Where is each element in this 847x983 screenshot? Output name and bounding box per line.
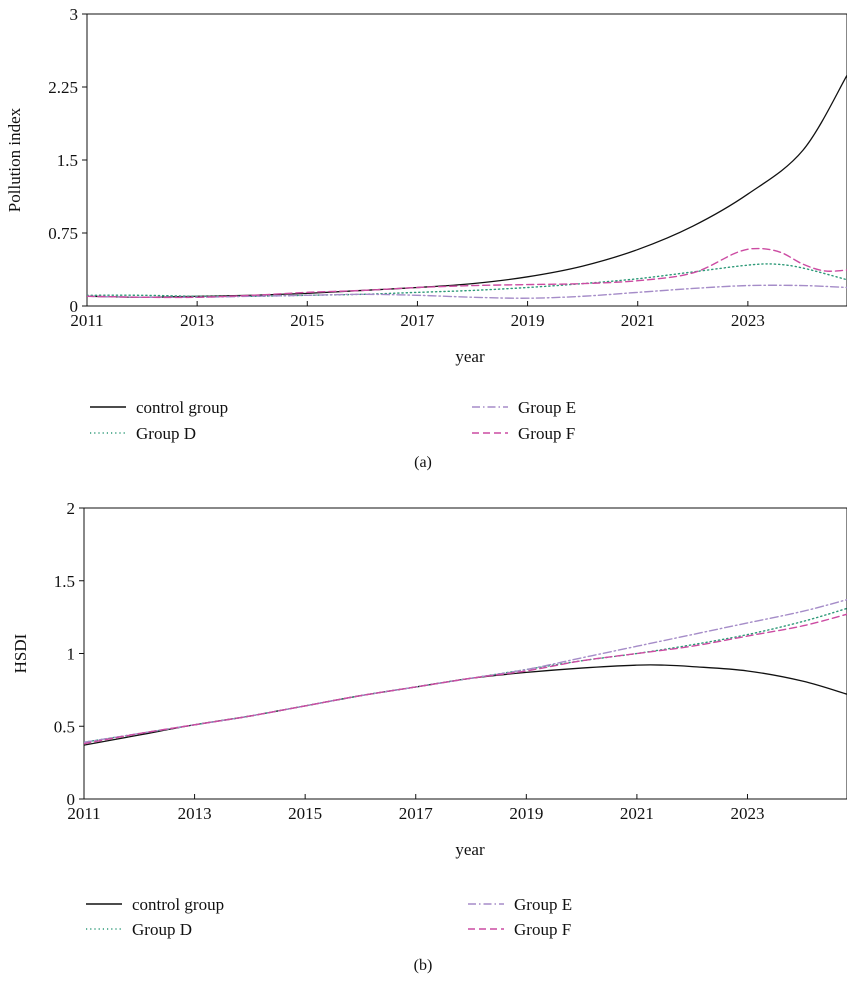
series-line-group-e: [84, 598, 847, 743]
y-axis-label: HSDI: [11, 633, 30, 673]
legend-label: Group D: [132, 920, 192, 939]
y-tick-label: 0: [70, 297, 79, 316]
x-axis-label: year: [455, 840, 485, 859]
x-tick-label: 2017: [400, 311, 435, 330]
series-lines: [84, 598, 847, 746]
y-tick-label: 2.25: [48, 78, 78, 97]
plot-frame: [83, 507, 847, 800]
chart-panel-a: 0 0.75 1.5 2.25 3 2011 2013 2015 2017 2019 2021 202…: [5, 5, 847, 471]
y-tick-label: 1.5: [54, 572, 75, 591]
series-line-group-f: [84, 613, 847, 745]
y-tick-label: 2: [67, 499, 76, 518]
series-lines: [87, 74, 847, 299]
y-tick-label: 1.5: [57, 151, 78, 170]
legend-label: Group F: [518, 424, 575, 443]
y-tick-label: 0: [67, 790, 76, 809]
y-tick-label: 0.75: [48, 224, 78, 243]
y-tick-label: 3: [70, 5, 79, 24]
x-tick-label: 2011: [70, 311, 103, 330]
series-line-group-d: [84, 607, 847, 743]
x-tick-label: 2017: [399, 804, 434, 823]
x-tick-label: 2013: [180, 311, 214, 330]
x-tick-label: 2019: [509, 804, 543, 823]
legend-label: Group F: [514, 920, 571, 939]
y-tick-label: 1: [67, 645, 76, 664]
chart-panel-b: 0 0.5 1 1.5 2 2011 2013 2015 2017 2019 2021 2023 yea…: [11, 499, 847, 974]
y-axis-label: Pollution index: [5, 107, 24, 212]
x-tick-label: 2015: [290, 311, 324, 330]
panel-label: (b): [414, 957, 433, 974]
series-line-control-group: [87, 74, 847, 298]
legend-label: Group E: [514, 895, 572, 914]
series-line-group-f: [87, 247, 847, 299]
x-tick-label: 2023: [731, 311, 765, 330]
legend-label: control group: [136, 398, 228, 417]
x-tick-label: 2019: [511, 311, 545, 330]
plot-frame: [86, 13, 847, 307]
x-tick-label: 2015: [288, 804, 322, 823]
legend: control group Group D Group E Group F: [90, 398, 576, 443]
x-tick-label: 2011: [67, 804, 100, 823]
x-tick-label: 2021: [620, 804, 654, 823]
panel-label: (a): [414, 454, 432, 471]
y-tick-label: 0.5: [54, 717, 75, 736]
x-tick-label: 2013: [178, 804, 212, 823]
x-axis-label: year: [455, 347, 485, 366]
series-line-group-d: [87, 263, 847, 298]
legend-label: Group D: [136, 424, 196, 443]
legend-label: Group E: [518, 398, 576, 417]
x-tick-label: 2021: [621, 311, 655, 330]
series-line-control-group: [84, 664, 847, 746]
legend-label: control group: [132, 895, 224, 914]
x-tick-label: 2023: [730, 804, 764, 823]
legend: control group Group D Group E Group F: [86, 895, 572, 939]
